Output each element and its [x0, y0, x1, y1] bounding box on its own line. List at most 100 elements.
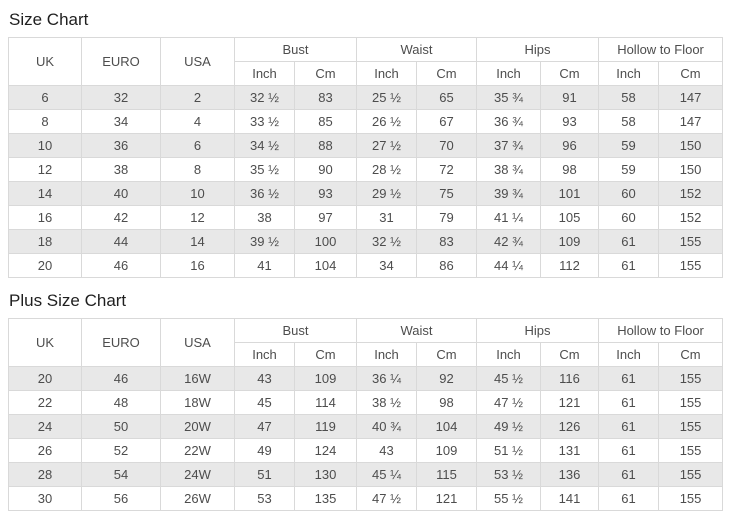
table-cell: 2 — [160, 85, 235, 110]
table-cell: 38 — [81, 157, 161, 182]
table-cell: 61 — [598, 438, 660, 463]
column-header-usa: USA — [160, 318, 235, 367]
table-cell: 14 — [160, 229, 235, 254]
table-cell: 39 ¾ — [476, 181, 542, 206]
table-cell: 114 — [293, 390, 358, 415]
table-cell: 16 — [8, 205, 82, 230]
table-cell: 92 — [416, 366, 478, 391]
table-cell: 97 — [293, 205, 358, 230]
table-cell: 150 — [658, 157, 724, 182]
table-cell: 58 — [598, 109, 660, 134]
table-cell: 36 ¾ — [476, 109, 542, 134]
table-row: 10 36 6 34 ½ 88 27 ½ 70 37 ¾ 96 59 150 — [8, 133, 724, 158]
column-header-usa: USA — [160, 37, 235, 86]
table-cell: 75 — [416, 181, 478, 206]
column-group-bust: Bust — [233, 37, 358, 62]
table-cell: 22 — [8, 390, 82, 415]
table-cell: 36 — [81, 133, 161, 158]
table-cell: 59 — [598, 133, 660, 158]
table-cell: 40 ¾ — [356, 414, 418, 439]
table-cell: 152 — [658, 181, 724, 206]
table-cell: 43 — [234, 366, 295, 391]
column-header-hollow-inch: Inch — [598, 342, 660, 367]
table-cell: 155 — [658, 462, 724, 487]
column-header-hips-cm: Cm — [540, 61, 600, 86]
column-group-bust: Bust — [233, 318, 358, 343]
table-cell: 34 ½ — [234, 133, 295, 158]
table-cell: 49 — [234, 438, 295, 463]
table-cell: 83 — [416, 229, 478, 254]
table-cell: 65 — [416, 85, 478, 110]
table-cell: 44 — [81, 229, 161, 254]
table-cell: 46 — [81, 253, 161, 278]
table-cell: 141 — [540, 486, 600, 511]
plus-size-chart-table: UK EURO USA Bust Waist Hips Hollow to Fl… — [8, 318, 724, 511]
column-header-waist-cm: Cm — [416, 61, 478, 86]
table-cell: 79 — [416, 205, 478, 230]
table-cell: 147 — [658, 85, 724, 110]
table-cell: 61 — [598, 414, 660, 439]
table-cell: 70 — [416, 133, 478, 158]
table-row: 22 48 18W 45 114 38 ½ 98 47 ½ 121 61 155 — [8, 390, 724, 415]
table-cell: 35 ½ — [234, 157, 295, 182]
table-cell: 60 — [598, 181, 660, 206]
column-header-uk: UK — [8, 37, 82, 86]
size-chart-title: Size Chart — [9, 10, 89, 29]
table-cell: 155 — [658, 253, 724, 278]
table-cell: 105 — [540, 205, 600, 230]
column-header-waist-cm: Cm — [416, 342, 478, 367]
table-cell: 121 — [540, 390, 600, 415]
column-header-hips-cm: Cm — [540, 342, 600, 367]
table-cell: 109 — [293, 366, 358, 391]
table-row: 28 54 24W 51 130 45 ¼ 115 53 ½ 136 61 155 — [8, 462, 724, 487]
table-cell: 101 — [540, 181, 600, 206]
table-cell: 50 — [81, 414, 161, 439]
table-cell: 61 — [598, 462, 660, 487]
table-cell: 39 ½ — [234, 229, 295, 254]
table-cell: 42 — [81, 205, 161, 230]
column-header-hollow-cm: Cm — [658, 61, 724, 86]
table-cell: 44 ¼ — [476, 253, 542, 278]
column-header-hollow-cm: Cm — [658, 342, 724, 367]
table-cell: 16W — [160, 366, 235, 391]
table-cell: 6 — [160, 133, 235, 158]
table-cell: 109 — [416, 438, 478, 463]
table-cell: 48 — [81, 390, 161, 415]
plus-size-chart-header: UK EURO USA Bust Waist Hips Hollow to Fl… — [8, 318, 724, 367]
table-cell: 51 — [234, 462, 295, 487]
table-cell: 115 — [416, 462, 478, 487]
table-cell: 61 — [598, 229, 660, 254]
table-cell: 47 — [234, 414, 295, 439]
table-cell: 27 ½ — [356, 133, 418, 158]
size-chart-header: UK EURO USA Bust Waist Hips Hollow to Fl… — [8, 37, 724, 86]
table-cell: 38 ¾ — [476, 157, 542, 182]
column-header-euro: EURO — [81, 37, 161, 86]
table-cell: 24 — [8, 414, 82, 439]
table-row: 26 52 22W 49 124 43 109 51 ½ 131 61 155 — [8, 438, 724, 463]
table-cell: 109 — [540, 229, 600, 254]
column-header-hollow-inch: Inch — [598, 61, 660, 86]
table-cell: 72 — [416, 157, 478, 182]
column-group-waist: Waist — [356, 37, 478, 62]
column-group-hips: Hips — [476, 318, 600, 343]
table-cell: 12 — [160, 205, 235, 230]
table-cell: 35 ¾ — [476, 85, 542, 110]
table-row: 18 44 14 39 ½ 100 32 ½ 83 42 ¾ 109 61 155 — [8, 229, 724, 254]
table-cell: 34 — [81, 109, 161, 134]
table-cell: 155 — [658, 366, 724, 391]
table-cell: 93 — [293, 181, 358, 206]
table-cell: 124 — [293, 438, 358, 463]
table-cell: 34 — [356, 253, 418, 278]
table-cell: 42 ¾ — [476, 229, 542, 254]
table-cell: 55 ½ — [476, 486, 542, 511]
table-cell: 88 — [293, 133, 358, 158]
table-cell: 155 — [658, 438, 724, 463]
table-row: 20 46 16W 43 109 36 ¼ 92 45 ½ 116 61 155 — [8, 366, 724, 391]
table-cell: 41 ¼ — [476, 205, 542, 230]
table-cell: 93 — [540, 109, 600, 134]
table-cell: 59 — [598, 157, 660, 182]
column-header-bust-cm: Cm — [293, 342, 358, 367]
table-row: 8 34 4 33 ½ 85 26 ½ 67 36 ¾ 93 58 147 — [8, 109, 724, 134]
table-cell: 29 ½ — [356, 181, 418, 206]
table-cell: 155 — [658, 229, 724, 254]
